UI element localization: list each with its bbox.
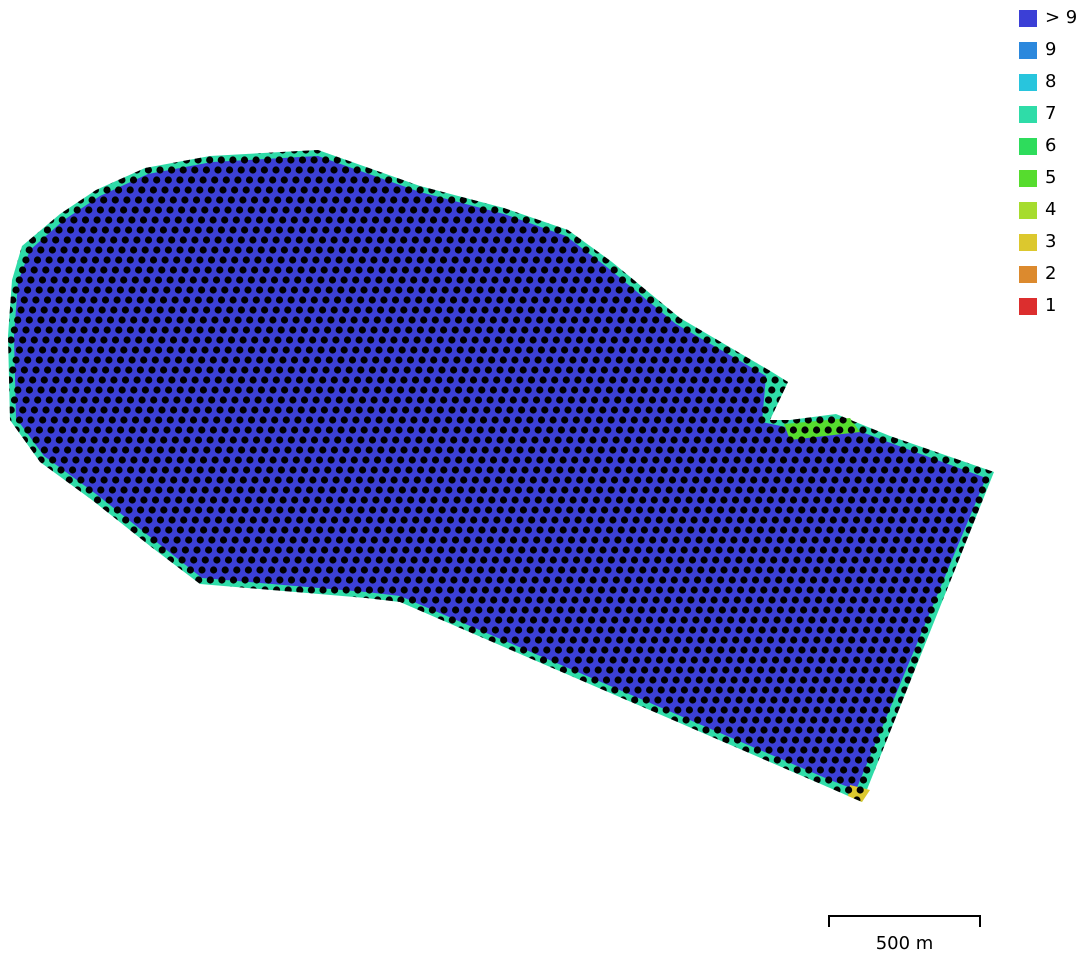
legend-label: 8 xyxy=(1045,71,1057,92)
legend-label: 5 xyxy=(1045,167,1057,188)
legend-label: 4 xyxy=(1045,199,1057,220)
scale-bar-label: 500 m xyxy=(875,933,934,954)
legend-swatch xyxy=(1019,170,1037,187)
scale-bar-tick-right xyxy=(979,915,981,927)
legend-swatch xyxy=(1019,106,1037,123)
legend-swatch xyxy=(1019,10,1037,27)
legend-swatch xyxy=(1019,266,1037,283)
legend-label: 9 xyxy=(1045,39,1057,60)
legend-swatch xyxy=(1019,298,1037,315)
edge-yellow-patch xyxy=(784,418,870,802)
scale-bar: 500 m xyxy=(828,913,981,957)
legend-swatch xyxy=(1019,202,1037,219)
legend-label: > 9 xyxy=(1045,7,1078,28)
legend-label: 6 xyxy=(1045,135,1057,156)
legend-label: 3 xyxy=(1045,231,1057,252)
scale-bar-tick-left xyxy=(828,915,830,927)
legend-swatch xyxy=(1019,138,1037,155)
legend-swatch xyxy=(1019,42,1037,59)
legend-label: 7 xyxy=(1045,103,1057,124)
legend-swatch xyxy=(1019,74,1037,91)
legend-swatch xyxy=(1019,234,1037,251)
overlap-map xyxy=(8,150,994,802)
scale-bar-line xyxy=(828,915,981,917)
legend-label: 2 xyxy=(1045,263,1057,284)
legend-label: 1 xyxy=(1045,295,1057,316)
